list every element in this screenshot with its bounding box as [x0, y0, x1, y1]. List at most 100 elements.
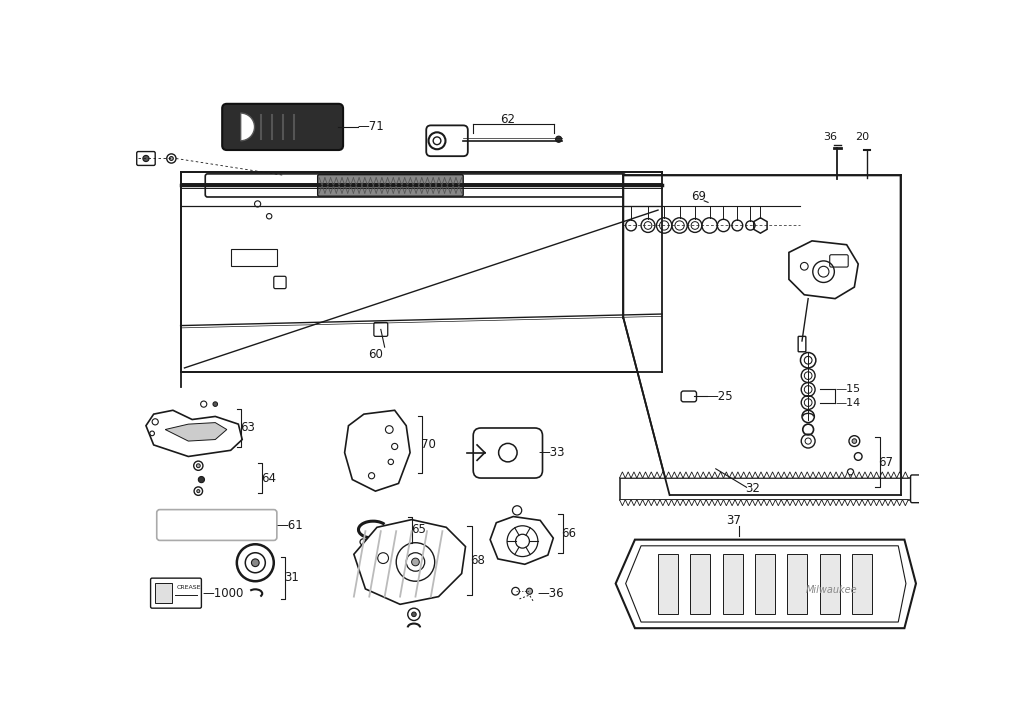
Polygon shape: [753, 500, 758, 506]
Polygon shape: [787, 472, 793, 478]
Polygon shape: [677, 472, 683, 478]
Polygon shape: [873, 472, 880, 478]
Polygon shape: [770, 472, 775, 478]
Polygon shape: [891, 500, 897, 506]
Polygon shape: [643, 500, 648, 506]
Bar: [620, 478, 912, 500]
Polygon shape: [770, 500, 775, 506]
Polygon shape: [804, 500, 810, 506]
Polygon shape: [746, 472, 753, 478]
Polygon shape: [490, 516, 553, 564]
Polygon shape: [816, 500, 821, 506]
Bar: [230, 248, 276, 266]
Polygon shape: [810, 500, 816, 506]
Polygon shape: [891, 472, 897, 478]
Polygon shape: [637, 472, 643, 478]
Text: 64: 64: [261, 471, 275, 484]
Polygon shape: [718, 500, 724, 506]
Text: 65: 65: [411, 523, 426, 536]
Bar: [819, 554, 840, 615]
FancyBboxPatch shape: [317, 174, 463, 196]
Circle shape: [213, 402, 217, 406]
Polygon shape: [746, 500, 753, 506]
FancyBboxPatch shape: [798, 337, 806, 352]
Text: 70: 70: [421, 438, 436, 450]
Polygon shape: [689, 472, 694, 478]
Polygon shape: [180, 172, 662, 372]
Circle shape: [852, 439, 857, 443]
Polygon shape: [764, 472, 770, 478]
Polygon shape: [851, 472, 856, 478]
Text: 37: 37: [726, 514, 741, 527]
Polygon shape: [839, 472, 845, 478]
Polygon shape: [620, 500, 626, 506]
Polygon shape: [793, 472, 799, 478]
Text: 66: 66: [561, 527, 575, 540]
Text: —36: —36: [538, 587, 564, 600]
Polygon shape: [787, 500, 793, 506]
Polygon shape: [648, 472, 654, 478]
Bar: [690, 554, 711, 615]
Polygon shape: [856, 500, 862, 506]
Bar: [852, 554, 872, 615]
Text: 31: 31: [284, 571, 299, 584]
Circle shape: [199, 476, 205, 483]
Polygon shape: [740, 472, 746, 478]
Circle shape: [143, 156, 150, 161]
Polygon shape: [729, 472, 735, 478]
Polygon shape: [753, 472, 758, 478]
Polygon shape: [775, 472, 781, 478]
Bar: [156, 583, 172, 603]
Text: —1000: —1000: [202, 587, 244, 600]
Bar: [787, 554, 807, 615]
Text: Milwaukee: Milwaukee: [806, 585, 857, 594]
Polygon shape: [677, 500, 683, 506]
Polygon shape: [724, 472, 729, 478]
Polygon shape: [694, 472, 700, 478]
Polygon shape: [626, 546, 906, 622]
Polygon shape: [845, 472, 851, 478]
Polygon shape: [758, 472, 764, 478]
Polygon shape: [781, 500, 787, 506]
Polygon shape: [654, 472, 659, 478]
Polygon shape: [631, 472, 637, 478]
Text: 63: 63: [240, 421, 255, 434]
Polygon shape: [781, 472, 787, 478]
Polygon shape: [624, 175, 900, 495]
Circle shape: [252, 559, 259, 567]
Polygon shape: [729, 500, 735, 506]
Polygon shape: [902, 472, 908, 478]
Polygon shape: [839, 500, 845, 506]
Polygon shape: [654, 500, 659, 506]
Polygon shape: [700, 500, 707, 506]
Polygon shape: [851, 500, 856, 506]
Polygon shape: [804, 472, 810, 478]
Polygon shape: [834, 472, 839, 478]
Polygon shape: [867, 472, 873, 478]
FancyBboxPatch shape: [426, 125, 468, 156]
Polygon shape: [659, 472, 666, 478]
Polygon shape: [659, 500, 666, 506]
Polygon shape: [880, 472, 885, 478]
Text: —61: —61: [276, 518, 303, 531]
Circle shape: [169, 156, 173, 161]
FancyBboxPatch shape: [910, 475, 923, 502]
Polygon shape: [707, 500, 712, 506]
Polygon shape: [880, 500, 885, 506]
Polygon shape: [648, 500, 654, 506]
Polygon shape: [712, 500, 718, 506]
Polygon shape: [615, 539, 915, 628]
FancyBboxPatch shape: [222, 104, 343, 150]
Circle shape: [412, 558, 419, 566]
Polygon shape: [712, 472, 718, 478]
Polygon shape: [764, 500, 770, 506]
Polygon shape: [707, 472, 712, 478]
Wedge shape: [241, 113, 255, 140]
Text: 20: 20: [855, 132, 869, 142]
Polygon shape: [740, 500, 746, 506]
Text: 69: 69: [691, 190, 707, 203]
Polygon shape: [165, 423, 226, 441]
Polygon shape: [631, 500, 637, 506]
Polygon shape: [793, 500, 799, 506]
Polygon shape: [672, 500, 677, 506]
